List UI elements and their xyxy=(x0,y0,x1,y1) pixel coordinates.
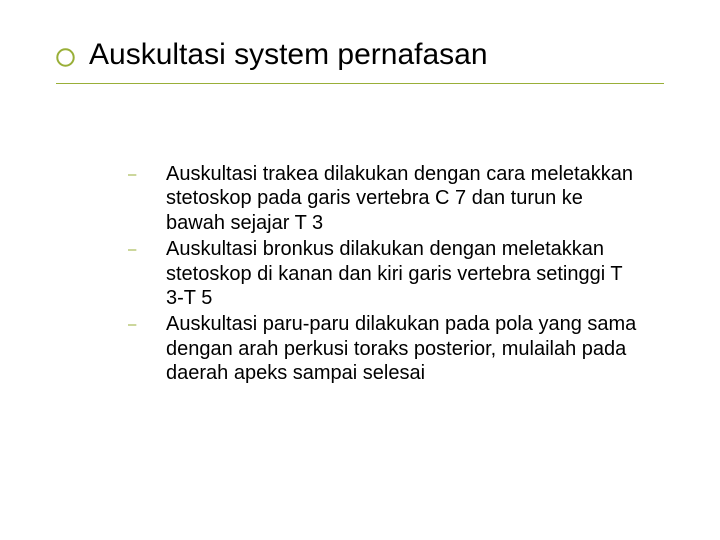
list-item: – Auskultasi bronkus dilakukan dengan me… xyxy=(128,237,644,310)
dash-icon: – xyxy=(128,312,138,338)
list-item: – Auskultasi paru-paru dilakukan pada po… xyxy=(128,312,644,385)
title-row: Auskultasi system pernafasan xyxy=(56,38,664,73)
dash-icon: – xyxy=(128,162,138,188)
slide-body: – Auskultasi trakea dilakukan dengan car… xyxy=(56,162,664,386)
title-underline xyxy=(56,83,664,85)
list-item: – Auskultasi trakea dilakukan dengan car… xyxy=(128,162,644,235)
slide-title: Auskultasi system pernafasan xyxy=(89,38,488,73)
list-item-text: Auskultasi bronkus dilakukan dengan mele… xyxy=(166,237,644,310)
slide: Auskultasi system pernafasan – Auskultas… xyxy=(0,0,720,540)
title-bullet-icon xyxy=(56,48,75,67)
list-item-text: Auskultasi paru-paru dilakukan pada pola… xyxy=(166,312,644,385)
list-item-text: Auskultasi trakea dilakukan dengan cara … xyxy=(166,162,644,235)
dash-icon: – xyxy=(128,237,138,263)
